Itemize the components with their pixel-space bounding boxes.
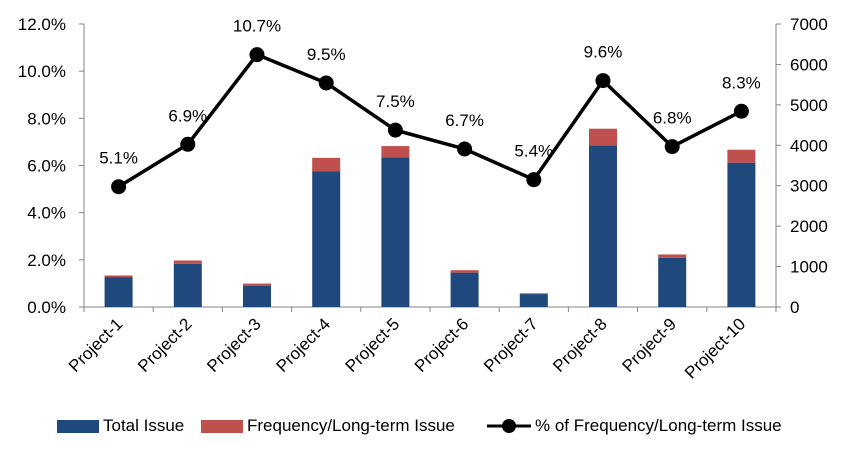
bar-total-issue	[104, 277, 133, 307]
legend-label-total: Total Issue	[103, 416, 185, 435]
percent-line	[117, 52, 743, 189]
x-tick-label: Project-1	[65, 314, 127, 376]
bar-frequency-issue	[381, 146, 410, 158]
legend-item-frequency: Frequency/Long-term Issue	[201, 416, 455, 436]
percent-data-label: 5.1%	[99, 149, 138, 168]
bar-frequency-issue	[450, 270, 479, 273]
right-tick-label: 5000	[790, 96, 828, 115]
bar-total-issue	[243, 285, 271, 307]
x-tick-label: Project-6	[411, 314, 473, 376]
left-tick-label: 2.0%	[27, 251, 66, 270]
bar-total-issue	[727, 162, 756, 307]
percent-data-label: 9.6%	[584, 43, 623, 62]
percent-data-label: 10.7%	[233, 17, 281, 36]
x-tick-label: Project-3	[203, 314, 265, 376]
legend-swatch-frequency	[201, 419, 243, 433]
bar-total-issue	[450, 272, 479, 307]
x-tick-label: Project-10	[681, 314, 749, 382]
percent-data-label: 6.9%	[168, 106, 207, 125]
bar-frequency-issue	[727, 149, 756, 163]
legend-line-key	[487, 419, 531, 433]
percent-point	[249, 47, 265, 63]
bar-frequency-issue	[589, 128, 617, 146]
right-tick-label: 4000	[790, 136, 828, 155]
right-tick-label: 1000	[790, 258, 828, 277]
x-tick-label: Project-2	[134, 314, 196, 376]
legend-label-percent: % of Frequency/Long-term Issue	[535, 416, 782, 435]
percent-data-label: 6.8%	[653, 109, 692, 128]
legend-swatch-total	[57, 419, 99, 433]
legend-item-total: Total Issue	[57, 416, 184, 436]
left-tick-label: 0.0%	[27, 298, 66, 317]
left-tick-label: 10.0%	[18, 62, 66, 81]
bar-total-issue	[519, 294, 548, 307]
bar-total-issue	[658, 257, 687, 307]
left-tick-label: 8.0%	[27, 109, 66, 128]
percent-data-label: 8.3%	[722, 73, 761, 92]
percent-point	[664, 139, 680, 155]
right-tick-label: 6000	[790, 55, 828, 74]
percent-point	[457, 141, 473, 157]
percent-point	[111, 179, 127, 195]
bar-frequency-issue	[658, 254, 687, 258]
legend-label-frequency: Frequency/Long-term Issue	[247, 416, 455, 435]
labels-layer: 5.1% 6.9% 10.7% 9.5% 7.5% 6.7% 5.4% 9.6% 6.8% 8.3…	[99, 17, 761, 168]
percent-point	[526, 172, 542, 188]
x-tick-label: Project-8	[549, 314, 611, 376]
left-tick-label: 4.0%	[27, 204, 66, 223]
line-layer	[111, 47, 749, 195]
bars-layer	[104, 128, 756, 307]
percent-point	[318, 75, 334, 91]
legend: Total Issue Frequency/Long-term Issue % …	[0, 416, 851, 442]
bar-frequency-issue	[104, 275, 133, 278]
bar-frequency-issue	[519, 293, 548, 295]
axes: 0.0% 2.0% 4.0% 6.0% 8.0% 10.0% 12.0% 0 1000 2000 3…	[18, 15, 828, 383]
right-tick-label: 0	[790, 298, 799, 317]
left-tick-label: 12.0%	[18, 15, 66, 34]
percent-point	[595, 73, 611, 89]
x-tick-label: Project-4	[272, 314, 334, 376]
x-tick-label: Project-7	[480, 314, 542, 376]
bar-total-issue	[381, 157, 410, 307]
percent-data-label: 9.5%	[307, 45, 346, 64]
x-tick-label: Project-9	[618, 314, 680, 376]
bar-total-issue	[589, 145, 617, 307]
bar-frequency-issue	[173, 260, 202, 264]
right-tick-label: 2000	[790, 217, 828, 236]
percent-data-label: 5.4%	[514, 142, 553, 161]
percent-data-label: 7.5%	[376, 92, 415, 111]
percent-data-label: 6.7%	[445, 111, 484, 130]
percent-point	[733, 103, 749, 119]
right-tick-label: 3000	[790, 177, 828, 196]
percent-point	[387, 122, 403, 138]
right-tick-label: 7000	[790, 15, 828, 34]
legend-item-percent: % of Frequency/Long-term Issue	[487, 416, 782, 436]
bar-frequency-issue	[243, 283, 271, 286]
bar-frequency-issue	[312, 157, 341, 172]
left-tick-label: 6.0%	[27, 157, 66, 176]
bar-total-issue	[312, 171, 341, 307]
percent-point	[180, 136, 196, 152]
x-tick-label: Project-5	[342, 314, 404, 376]
bar-total-issue	[173, 263, 202, 307]
